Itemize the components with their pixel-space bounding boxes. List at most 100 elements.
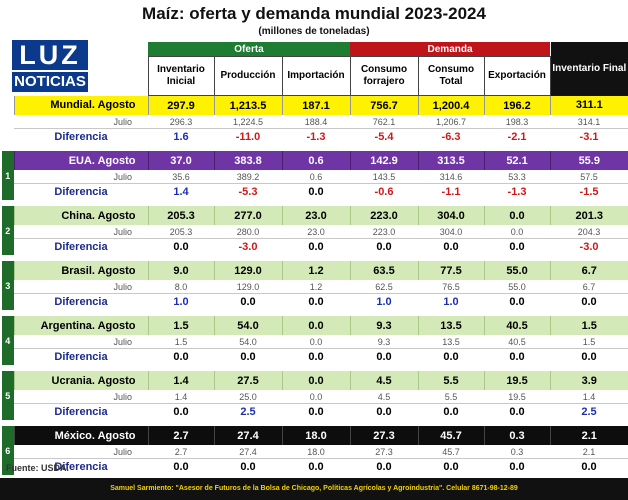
- value-cell-diferencia: -1.5: [579, 186, 599, 198]
- value-cell-agosto: 63.5: [349, 261, 419, 280]
- value-cell-agosto: 1.5: [147, 316, 214, 335]
- col-header-consumo-forrajero: Consumo forrajero: [349, 56, 419, 96]
- value-cell-diferencia: 0.0: [376, 461, 392, 473]
- value-cell-julio: 198.3: [484, 115, 551, 129]
- row-label-julio: Julio: [14, 170, 148, 184]
- row-label-agosto: Ucrania. Agosto: [13, 371, 148, 390]
- value-cell-diferencia: -11.0: [235, 131, 261, 143]
- value-cell-diferencia: 0.0: [308, 406, 324, 418]
- table-row-julio: Julio 2.7 27.4 18.0 27.3 45.7 0.3 2.1: [2, 445, 628, 459]
- source-note: Fuente: USDA.: [6, 463, 69, 473]
- section-index: [2, 95, 14, 145]
- col-header-inventario-inicial: Inventario Inicial: [147, 56, 215, 96]
- value-cell-julio: 1.5: [148, 335, 214, 349]
- table-row-julio: Julio 35.6 389.2 0.6 143.5 314.6 53.3 57.5: [2, 170, 628, 184]
- value-cell-julio: 188.4: [282, 115, 351, 129]
- row-label-diferencia: Diferencia: [54, 406, 108, 418]
- row-label-diferencia: Diferencia: [54, 461, 108, 473]
- value-cell-agosto: 27.3: [349, 426, 419, 445]
- value-cell-julio: 129.0: [214, 280, 282, 294]
- value-cell-julio: 4.5: [350, 390, 419, 404]
- table-row-diferencia: Diferencia 1.6 -11.0 -1.3 -5.4 -6.3 -2.1 -3.1: [2, 129, 628, 146]
- value-cell-diferencia: 0.0: [308, 351, 324, 363]
- value-cell-diferencia: 0.0: [308, 241, 324, 253]
- value-cell-diferencia: 1.0: [173, 296, 189, 308]
- value-cell-julio: 0.6: [282, 170, 351, 184]
- row-label-agosto: México. Agosto: [13, 426, 148, 445]
- chart-subtitle: (millones de toneladas): [258, 26, 370, 37]
- value-cell-diferencia: 0.0: [581, 461, 597, 473]
- value-cell-agosto: 187.1: [281, 95, 351, 115]
- table-row-julio: Julio 296.3 1,224.5 188.4 762.1 1,206.7 198.3 3…: [2, 115, 628, 129]
- value-cell-agosto: 9.3: [349, 316, 419, 335]
- value-cell-diferencia: 0.0: [173, 461, 189, 473]
- value-cell-diferencia: 0.0: [581, 296, 597, 308]
- value-cell-agosto: 129.0: [213, 261, 282, 280]
- value-cell-julio: 45.7: [418, 445, 485, 459]
- row-label-diferencia: Diferencia: [54, 296, 108, 308]
- value-cell-julio: 35.6: [148, 170, 214, 184]
- value-cell-julio: 53.3: [484, 170, 551, 184]
- section-index: 4: [2, 316, 14, 365]
- value-cell-diferencia: -5.4: [374, 131, 394, 143]
- value-cell-agosto: 55.0: [483, 261, 551, 280]
- row-label-julio: Julio: [14, 115, 148, 129]
- table-row-julio: Julio 205.3 280.0 23.0 223.0 304.0 0.0 204.3: [2, 225, 628, 239]
- value-cell-diferencia: 2.5: [581, 406, 597, 418]
- value-cell-julio: 54.0: [214, 335, 282, 349]
- value-cell-diferencia: 0.0: [376, 241, 392, 253]
- table-row-diferencia: Diferencia 0.0 -3.0 0.0 0.0 0.0 0.0 -3.0: [2, 239, 628, 256]
- row-label-diferencia: Diferencia: [54, 241, 108, 253]
- value-cell-agosto: 2.1: [549, 426, 628, 445]
- value-cell-diferencia: 0.0: [509, 351, 525, 363]
- value-cell-agosto: 1,200.4: [417, 95, 485, 115]
- value-cell-agosto: 756.7: [349, 95, 419, 115]
- value-cell-julio: 1.2: [282, 280, 351, 294]
- value-cell-diferencia: 0.0: [240, 296, 256, 308]
- value-cell-julio: 6.7: [550, 280, 628, 294]
- table-row-agosto: 4 Argentina. Agosto 1.5 54.0 0.0 9.3 13.5 40.5 1…: [2, 316, 628, 365]
- value-cell-julio: 18.0: [282, 445, 351, 459]
- value-cell-diferencia: 2.5: [240, 406, 256, 418]
- value-cell-agosto: 3.9: [549, 371, 628, 390]
- value-cell-diferencia: 0.0: [173, 241, 189, 253]
- value-cell-julio: 314.6: [418, 170, 485, 184]
- footer-credit: Samuel Sarmiento: "Asesor de Futuros de …: [0, 478, 628, 500]
- value-cell-diferencia: -3.0: [238, 241, 258, 253]
- value-cell-agosto: 77.5: [417, 261, 485, 280]
- table-row-diferencia: Diferencia 0.0 0.0 0.0 0.0 0.0 0.0 0.0: [2, 459, 628, 476]
- value-cell-julio: 1,206.7: [418, 115, 485, 129]
- row-label-julio: Julio: [14, 335, 148, 349]
- value-cell-agosto: 40.5: [483, 316, 551, 335]
- value-cell-agosto: 1.5: [549, 316, 628, 335]
- value-cell-agosto: 205.3: [147, 206, 214, 225]
- value-cell-diferencia: 0.0: [443, 351, 459, 363]
- value-cell-agosto: 313.5: [417, 151, 485, 170]
- row-label-julio: Julio: [14, 390, 148, 404]
- value-cell-julio: 1.5: [550, 335, 628, 349]
- table-row-agosto: 3 Brasil. Agosto 9.0 129.0 1.2 63.5 77.5 55.0 6.…: [2, 261, 628, 310]
- value-cell-julio: 0.0: [484, 225, 551, 239]
- section-index: 3: [2, 261, 14, 310]
- value-cell-diferencia: -1.3: [507, 186, 527, 198]
- value-cell-julio: 25.0: [214, 390, 282, 404]
- table-row-julio: Julio 8.0 129.0 1.2 62.5 76.5 55.0 6.7: [2, 280, 628, 294]
- value-cell-julio: 0.0: [282, 335, 351, 349]
- value-cell-julio: 55.0: [484, 280, 551, 294]
- logo-bottom-text: NOTICIAS: [12, 70, 88, 92]
- value-cell-diferencia: 0.0: [376, 406, 392, 418]
- table-row-agosto: 6 México. Agosto 2.7 27.4 18.0 27.3 45.7 0.3 2.1: [2, 426, 628, 475]
- value-cell-diferencia: 1.0: [443, 296, 459, 308]
- chart-title: Maíz: oferta y demanda mundial 2023-2024: [142, 4, 486, 23]
- value-cell-diferencia: 0.0: [376, 351, 392, 363]
- supply-demand-table: Oferta Demanda Inventario Final Inventar…: [2, 42, 628, 475]
- row-label-diferencia: Diferencia: [54, 131, 108, 143]
- value-cell-diferencia: 0.0: [443, 406, 459, 418]
- table-row-agosto: 5 Ucrania. Agosto 1.4 27.5 0.0 4.5 5.5 19.5 3.9: [2, 371, 628, 420]
- value-cell-julio: 205.3: [148, 225, 214, 239]
- value-cell-julio: 0.0: [282, 390, 351, 404]
- value-cell-diferencia: 1.4: [173, 186, 189, 198]
- value-cell-agosto: 45.7: [417, 426, 485, 445]
- group-demanda: Demanda: [350, 42, 551, 57]
- value-cell-agosto: 0.0: [281, 371, 351, 390]
